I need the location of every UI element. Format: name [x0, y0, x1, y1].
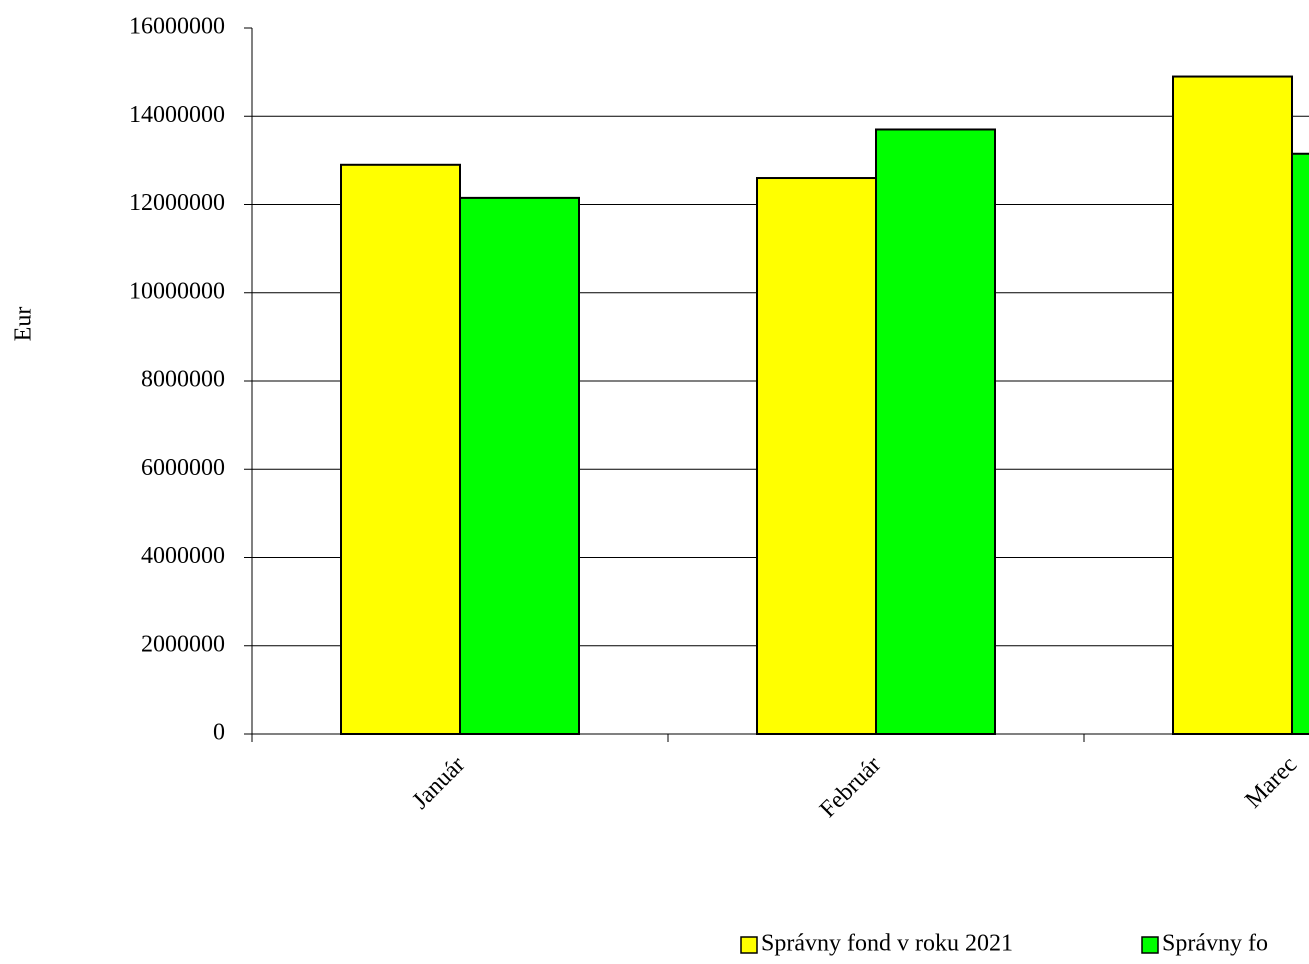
- y-tick-label: 2000000: [141, 631, 225, 657]
- y-tick-label: 8000000: [141, 367, 225, 393]
- legend-swatch: [740, 936, 758, 954]
- legend-label: Správny fo: [1162, 931, 1268, 957]
- x-tick-label: Február: [815, 752, 886, 823]
- y-tick-label: 14000000: [129, 102, 225, 128]
- y-axis-label: Eur: [11, 307, 37, 342]
- bar: [756, 177, 877, 735]
- bar: [340, 163, 461, 736]
- y-tick-label: 10000000: [129, 278, 225, 304]
- legend-swatch: [1141, 936, 1159, 954]
- bar: [1172, 75, 1293, 736]
- y-tick-label: 4000000: [141, 543, 225, 569]
- y-tick-label: 16000000: [129, 14, 225, 40]
- y-tick-label: 0: [213, 720, 225, 746]
- y-tick-label: 6000000: [141, 455, 225, 481]
- x-tick-label: Marec: [1240, 752, 1302, 814]
- y-tick-label: 12000000: [129, 190, 225, 216]
- legend-label: Správny fond v roku 2021: [761, 931, 1013, 957]
- bar: [1291, 152, 1309, 736]
- bar: [459, 196, 580, 736]
- x-tick-label: Január: [407, 752, 470, 815]
- bar: [875, 128, 996, 736]
